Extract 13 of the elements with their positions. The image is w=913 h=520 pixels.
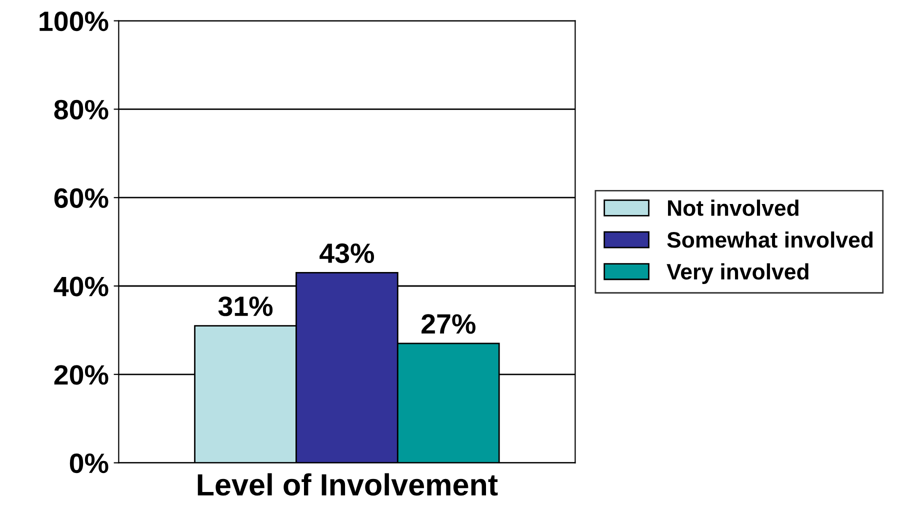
y-tick-label: 0% (70, 453, 108, 474)
data-label: 43% (320, 243, 374, 264)
x-axis-title: Level of Involvement (198, 473, 498, 496)
y-tick-label: 40% (54, 276, 108, 296)
y-tick-label: 80% (54, 100, 108, 120)
data-label: 27% (422, 314, 476, 334)
data-label: 31% (218, 296, 273, 316)
legend-label: Somewhat involved (667, 231, 873, 248)
legend-label: Not involved (668, 200, 798, 216)
y-tick-label: 20% (54, 365, 108, 385)
y-tick-label: 60% (54, 188, 108, 208)
y-tick-label: 100% (40, 11, 108, 32)
legend-label: Very involved (666, 263, 808, 284)
